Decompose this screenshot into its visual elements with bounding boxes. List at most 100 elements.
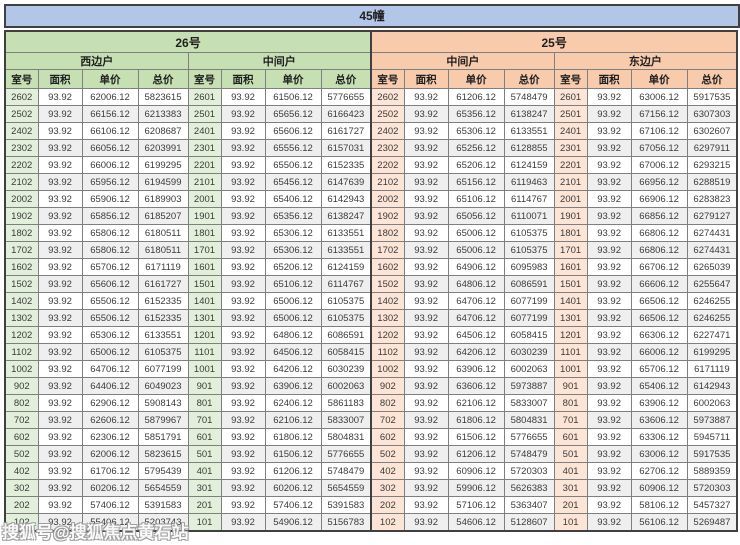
cell-area: 93.92 <box>37 190 83 208</box>
unit-header-26-west: 西边户 <box>4 52 189 70</box>
cell-room: 1202 <box>370 326 405 344</box>
table-row: 502 93.92 62006.12 5823615 501 93.92 61506.12 5… <box>4 445 738 463</box>
cell-unit-price: 65506.12 <box>264 156 322 174</box>
cell-area: 93.92 <box>220 224 266 242</box>
cell-unit-price: 66156.12 <box>81 105 139 123</box>
cell-room: 2302 <box>370 139 405 157</box>
cell-room: 1902 <box>4 207 39 225</box>
cell-unit-price: 63606.12 <box>447 377 505 395</box>
cell-area: 93.92 <box>586 88 632 106</box>
cell-total-price: 6147639 <box>320 173 372 191</box>
cell-area: 93.92 <box>586 445 632 463</box>
table-row: 1002 93.92 64706.12 6077199 1001 93.92 64206.1… <box>4 360 738 378</box>
cell-area: 93.92 <box>220 309 266 327</box>
cell-total-price: 6255647 <box>686 275 738 293</box>
cell-total-price: 5795439 <box>137 462 189 480</box>
cell-total-price: 5626383 <box>503 479 555 497</box>
cell-room: 101 <box>187 513 222 532</box>
cell-area: 93.92 <box>37 411 83 429</box>
cell-total-price: 6307303 <box>686 105 738 123</box>
cell-room: 1602 <box>4 258 39 276</box>
cell-total-price: 6199295 <box>137 156 189 174</box>
col-header-total-price: 总价 <box>137 69 189 89</box>
cell-room: 202 <box>370 496 405 514</box>
cell-area: 93.92 <box>37 309 83 327</box>
cell-total-price: 5748479 <box>503 88 555 106</box>
cell-room: 2001 <box>187 190 222 208</box>
cell-total-price: 6208687 <box>137 122 189 140</box>
cell-room: 1701 <box>187 241 222 259</box>
cell-room: 1502 <box>370 275 405 293</box>
cell-unit-price: 66806.12 <box>630 224 688 242</box>
cell-unit-price: 55406.12 <box>81 513 139 532</box>
table-row: 202 93.92 57406.12 5391583 201 93.92 57406.12 5… <box>4 496 738 514</box>
cell-unit-price: 65306.12 <box>264 241 322 259</box>
cell-unit-price: 65406.12 <box>264 190 322 208</box>
cell-room: 702 <box>4 411 39 429</box>
cell-total-price: 6265039 <box>686 258 738 276</box>
cell-unit-price: 57406.12 <box>81 496 139 514</box>
cell-total-price: 6293215 <box>686 156 738 174</box>
cell-total-price: 5203743 <box>137 513 189 532</box>
cell-unit-price: 65006.12 <box>447 224 505 242</box>
cell-total-price: 5748479 <box>503 445 555 463</box>
cell-unit-price: 63906.12 <box>447 360 505 378</box>
table-row: 602 93.92 62306.12 5851791 601 93.92 61806.12 5… <box>4 428 738 446</box>
cell-room: 101 <box>553 513 588 532</box>
col-header-total-price: 总价 <box>320 69 372 89</box>
cell-total-price: 6152335 <box>137 309 189 327</box>
cell-area: 93.92 <box>403 224 449 242</box>
cell-total-price: 5776655 <box>503 428 555 446</box>
cell-room: 1301 <box>553 309 588 327</box>
cell-total-price: 6283823 <box>686 190 738 208</box>
cell-area: 93.92 <box>586 156 632 174</box>
cell-unit-price: 65606.12 <box>264 122 322 140</box>
cell-area: 93.92 <box>586 462 632 480</box>
cell-unit-price: 65256.12 <box>447 139 505 157</box>
cell-total-price: 6161727 <box>320 122 372 140</box>
cell-area: 93.92 <box>37 377 83 395</box>
cell-unit-price: 61206.12 <box>264 462 322 480</box>
cell-area: 93.92 <box>403 122 449 140</box>
cell-unit-price: 65056.12 <box>447 207 505 225</box>
cell-unit-price: 65206.12 <box>264 258 322 276</box>
cell-room: 2002 <box>370 190 405 208</box>
cell-total-price: 6279127 <box>686 207 738 225</box>
cell-total-price: 6086591 <box>503 275 555 293</box>
cell-room: 201 <box>553 496 588 514</box>
cell-total-price: 6194599 <box>137 173 189 191</box>
cell-total-price: 5391583 <box>137 496 189 514</box>
col-header-unit-price: 单价 <box>81 69 139 89</box>
cell-area: 93.92 <box>37 275 83 293</box>
cell-room: 2201 <box>553 156 588 174</box>
cell-unit-price: 57406.12 <box>264 496 322 514</box>
cell-unit-price: 62706.12 <box>630 462 688 480</box>
cell-unit-price: 60206.12 <box>264 479 322 497</box>
cell-unit-price: 65856.12 <box>81 207 139 225</box>
cell-unit-price: 66856.12 <box>630 207 688 225</box>
cell-room: 1501 <box>553 275 588 293</box>
cell-area: 93.92 <box>586 360 632 378</box>
cell-unit-price: 62106.12 <box>264 411 322 429</box>
cell-unit-price: 54606.12 <box>447 513 505 532</box>
cell-room: 701 <box>553 411 588 429</box>
cell-room: 2601 <box>553 88 588 106</box>
cell-area: 93.92 <box>403 156 449 174</box>
cell-area: 93.92 <box>37 156 83 174</box>
cell-unit-price: 65356.12 <box>447 105 505 123</box>
cell-unit-price: 60206.12 <box>81 479 139 497</box>
table-row: 902 93.92 64406.12 6049023 901 93.92 63906.12 6… <box>4 377 738 395</box>
cell-unit-price: 66806.12 <box>630 241 688 259</box>
cell-total-price: 6138247 <box>320 207 372 225</box>
cell-area: 93.92 <box>403 207 449 225</box>
cell-area: 93.92 <box>220 122 266 140</box>
cell-area: 93.92 <box>220 479 266 497</box>
building-title: 45幢 <box>4 4 740 28</box>
cell-room: 2502 <box>370 105 405 123</box>
cell-room: 1302 <box>370 309 405 327</box>
cell-area: 93.92 <box>220 88 266 106</box>
cell-total-price: 6058415 <box>320 343 372 361</box>
cell-room: 102 <box>370 513 405 532</box>
cell-area: 93.92 <box>220 207 266 225</box>
